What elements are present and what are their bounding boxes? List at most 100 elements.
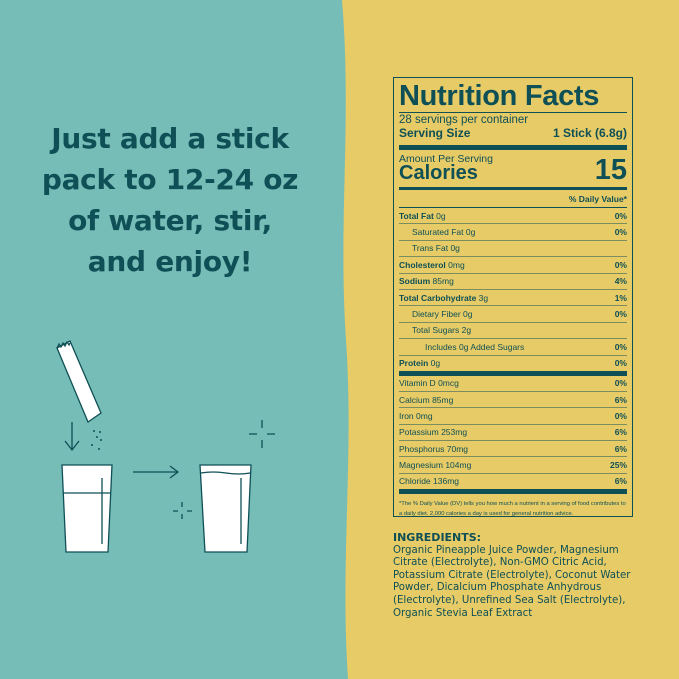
headline-line: of water, stir, [68, 204, 272, 237]
nutrient-name: Magnesium 104mg [399, 460, 471, 470]
nutrient-label: Sodium [399, 276, 431, 287]
nutrient-label: Protein [399, 358, 429, 369]
calories-label: Calories [399, 162, 478, 184]
nutrient-amount: 253mg [441, 427, 468, 438]
nutrient-name: Total Carbohydrate 3g [399, 293, 488, 303]
nutrient-row: Total Sugars 2g [399, 323, 627, 340]
daily-value-header: % Daily Value* [399, 190, 627, 208]
nutrient-daily-value: 6% [614, 427, 627, 438]
nutrient-daily-value: 0% [614, 210, 627, 221]
nutrient-amount: 0g [463, 309, 473, 320]
nutrient-label: Phosphorus [399, 443, 445, 454]
nutrient-name: Vitamin D 0mcg [399, 378, 459, 388]
nutrient-row: Saturated Fat 0g 0% [399, 224, 627, 241]
glass-half-icon [61, 464, 113, 553]
nutrient-daily-value: 6% [614, 394, 627, 405]
nutrient-amount: 0mg [416, 410, 433, 421]
nutrient-row: Chloride 136mg 6% [399, 474, 627, 494]
serving-size-value: 1 Stick (6.8g) [552, 126, 627, 140]
nutrient-name: Saturated Fat 0g [399, 227, 475, 237]
nutrition-title: Nutrition Facts [399, 80, 627, 113]
nutrient-amount: 0g [450, 243, 460, 254]
nutrient-row: Vitamin D 0mcg 0% [399, 376, 627, 392]
nutrient-label: Total Carbohydrate [399, 292, 477, 303]
nutrient-label: Saturated Fat [412, 227, 464, 238]
nutrient-daily-value: 0% [614, 341, 627, 352]
nutrient-name: Chloride 136mg [399, 476, 459, 486]
nutrient-amount: 85mg [432, 276, 454, 287]
nutrient-row: Includes 0g Added Sugars 0% [399, 339, 627, 356]
amount-per-serving: Amount Per Serving [399, 153, 493, 165]
nutrient-name: Includes 0g Added Sugars [399, 342, 524, 352]
ingredients-text: Organic Pineapple Juice Powder, Magnesiu… [393, 544, 631, 619]
nutrient-label: Trans Fat [412, 243, 449, 254]
nutrient-amount: 0g [430, 358, 441, 369]
nutrient-daily-value: 0% [614, 410, 627, 421]
serving-size-label: Serving Size [399, 126, 471, 140]
nutrient-label: Dietary Fiber [412, 309, 461, 320]
nutrient-name: Iron 0mg [399, 411, 433, 421]
nutrient-amount: 0g Added Sugars [459, 341, 525, 352]
nutrient-name: Total Fat 0g [399, 211, 446, 221]
ingredients-heading: INGREDIENTS: [393, 531, 482, 544]
nutrient-amount: 0mg [448, 259, 465, 270]
nutrient-row: Cholesterol 0mg 0% [399, 257, 627, 274]
nutrient-row: Dietary Fiber 0g 0% [399, 306, 627, 323]
nutrient-daily-value: 1% [614, 292, 627, 303]
nutrient-amount: 0g [465, 227, 476, 238]
nutrient-amount: 0g [436, 210, 446, 221]
nutrient-name: Calcium 85mg [399, 395, 453, 405]
nutrient-row: Protein 0g 0% [399, 356, 627, 376]
nutrient-row: Potassium 253mg 6% [399, 425, 627, 442]
nutrient-daily-value: 0% [614, 378, 627, 389]
glass-full-icon [199, 464, 252, 553]
nutrient-daily-value: 0% [614, 309, 627, 320]
nutrient-rows: Total Fat 0g 0% Saturated Fat 0g 0% Trans Fa… [399, 208, 627, 494]
calories: Calories 15 [399, 155, 627, 190]
footnote: *The % Daily Value (DV) tells you how mu… [399, 500, 626, 517]
headline: Just add a stick pack to 12-24 oz of wat… [20, 118, 320, 282]
nutrient-daily-value: 6% [614, 476, 627, 487]
right-arrow-icon [133, 465, 180, 479]
nutrient-daily-value: 25% [609, 460, 627, 471]
nutrient-row: Iron 0mg 0% [399, 408, 627, 425]
nutrient-label: Includes [425, 341, 457, 352]
nutrient-label: Calcium [399, 394, 430, 405]
nutrient-amount: 136mg [433, 476, 460, 487]
ingredients: INGREDIENTS: Organic Pineapple Juice Pow… [393, 531, 653, 620]
stick-pack-icon [56, 340, 102, 423]
nutrient-label: Potassium [399, 427, 439, 438]
nutrient-name: Protein 0g [399, 358, 440, 368]
nutrient-name: Cholesterol 0mg [399, 260, 465, 270]
headline-line: pack to 12-24 oz [41, 163, 299, 196]
nutrient-name: Sodium 85mg [399, 276, 454, 286]
powder-dots [91, 430, 102, 450]
nutrient-label: Vitamin D [399, 378, 436, 389]
nutrient-label: Magnesium [399, 460, 443, 471]
nutrient-row: Total Carbohydrate 3g 1% [399, 290, 627, 307]
nutrient-label: Chloride [399, 476, 431, 487]
nutrient-row: Phosphorus 70mg 6% [399, 441, 627, 458]
nutrient-name: Phosphorus 70mg [399, 444, 468, 454]
nutrient-label: Total Sugars [412, 325, 460, 336]
nutrient-row: Sodium 85mg 4% [399, 274, 627, 290]
nutrient-row: Calcium 85mg 6% [399, 392, 627, 409]
nutrient-name: Dietary Fiber 0g [399, 309, 473, 319]
nutrient-amount: 104mg [445, 460, 472, 471]
nutrient-name: Potassium 253mg [399, 427, 467, 437]
calories-value: 15 [594, 154, 627, 186]
nutrient-daily-value: 0% [614, 227, 627, 238]
nutrient-label: Iron [399, 410, 414, 421]
headline-line: and enjoy! [87, 245, 253, 278]
nutrient-amount: 85mg [432, 394, 454, 405]
nutrient-amount: 70mg [446, 443, 469, 454]
nutrient-row: Magnesium 104mg 25% [399, 457, 627, 474]
serving-size: Serving Size 1 Stick (6.8g) [399, 126, 627, 150]
nutrient-amount: 3g [478, 292, 489, 303]
sparkle-icon [173, 420, 275, 519]
headline-line: Just add a stick [51, 122, 289, 155]
nutrient-name: Trans Fat 0g [399, 243, 460, 253]
nutrient-row: Trans Fat 0g [399, 241, 627, 258]
nutrient-label: Total Fat [399, 210, 434, 221]
instructions-illustration [56, 340, 275, 553]
